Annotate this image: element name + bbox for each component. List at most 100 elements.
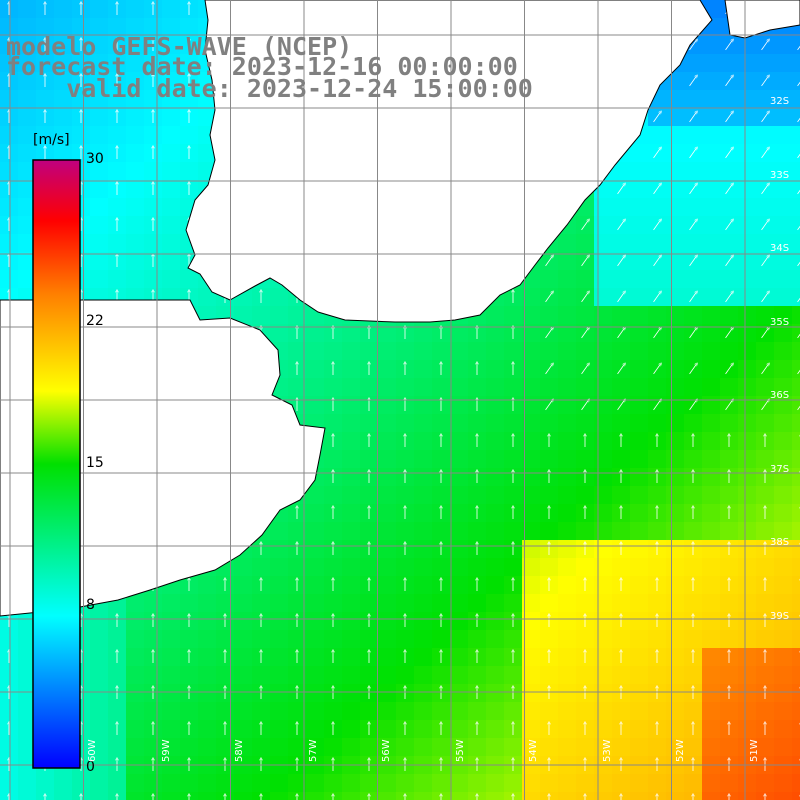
wind-arrow — [653, 292, 661, 303]
speed-cell — [576, 522, 594, 540]
speed-cell — [630, 738, 648, 756]
speed-cell — [180, 162, 198, 180]
speed-cell — [54, 90, 72, 108]
speed-cell — [126, 0, 144, 18]
speed-cell — [18, 72, 36, 90]
wind-arrow — [725, 220, 733, 231]
speed-cell — [684, 774, 702, 792]
speed-cell — [288, 342, 306, 360]
speed-cell — [360, 702, 378, 720]
speed-cell — [72, 54, 90, 72]
colorbar-tick-label: 0 — [86, 759, 95, 775]
speed-cell — [396, 414, 414, 432]
speed-cell — [594, 360, 612, 378]
speed-cell — [774, 180, 792, 198]
speed-cell — [702, 180, 720, 198]
speed-cell — [288, 738, 306, 756]
speed-cell — [126, 180, 144, 198]
speed-cell — [360, 414, 378, 432]
speed-cell — [468, 630, 486, 648]
speed-cell — [792, 72, 800, 90]
speed-cell — [486, 738, 504, 756]
speed-cell — [198, 666, 216, 684]
speed-cell — [198, 774, 216, 792]
speed-cell — [774, 450, 792, 468]
speed-cell — [576, 702, 594, 720]
speed-cell — [270, 720, 288, 738]
speed-cell — [144, 702, 162, 720]
speed-cell — [450, 486, 468, 504]
speed-cell — [558, 666, 576, 684]
latitude-label: 38S — [770, 537, 790, 548]
speed-cell — [504, 450, 522, 468]
speed-cell — [396, 522, 414, 540]
speed-cell — [18, 54, 36, 72]
speed-cell — [414, 432, 432, 450]
speed-cell — [504, 378, 522, 396]
speed-cell — [702, 54, 720, 72]
speed-cell — [630, 288, 648, 306]
speed-cell — [162, 0, 180, 18]
speed-cell — [306, 360, 324, 378]
speed-cell — [18, 252, 36, 270]
speed-cell — [90, 108, 108, 126]
speed-cell — [648, 378, 666, 396]
speed-cell — [558, 450, 576, 468]
wind-arrow — [797, 333, 800, 339]
speed-cell — [594, 576, 612, 594]
speed-cell — [774, 198, 792, 216]
speed-cell — [450, 504, 468, 522]
wind-arrow — [797, 117, 800, 123]
speed-cell — [666, 738, 684, 756]
speed-cell — [738, 630, 756, 648]
land-mass — [0, 0, 800, 617]
speed-cell — [702, 432, 720, 450]
speed-cell — [414, 450, 432, 468]
speed-cell — [450, 342, 468, 360]
wind-arrow — [797, 261, 800, 267]
speed-cell — [702, 450, 720, 468]
speed-cell — [126, 666, 144, 684]
speed-cell — [774, 630, 792, 648]
speed-cell — [324, 378, 342, 396]
wind-arrow — [689, 328, 697, 339]
speed-cell — [738, 720, 756, 738]
longitude-label: 60W — [87, 739, 98, 762]
speed-cell — [666, 324, 684, 342]
speed-cell — [720, 738, 738, 756]
speed-cell — [612, 162, 630, 180]
speed-cell — [378, 774, 396, 792]
speed-cell — [360, 630, 378, 648]
speed-cell — [756, 522, 774, 540]
speed-cell — [540, 594, 558, 612]
speed-cell — [108, 738, 126, 756]
speed-cell — [270, 630, 288, 648]
speed-cell — [360, 666, 378, 684]
speed-cell — [648, 198, 666, 216]
speed-cell — [540, 774, 558, 792]
speed-cell — [630, 504, 648, 522]
speed-cell — [612, 414, 630, 432]
speed-cell — [594, 288, 612, 306]
latitude-label: 33S — [770, 169, 790, 181]
speed-cell — [522, 324, 540, 342]
longitude-label: 55W — [454, 739, 466, 762]
speed-cell — [792, 36, 800, 54]
longitude-label: 54W — [528, 739, 539, 762]
speed-cell — [396, 630, 414, 648]
speed-cell — [630, 144, 648, 162]
speed-cell — [702, 648, 720, 666]
speed-cell — [792, 396, 800, 414]
speed-cell — [558, 306, 576, 324]
colorbar — [32, 159, 81, 769]
speed-cell — [738, 72, 756, 90]
speed-cell — [432, 378, 450, 396]
wind-arrow — [689, 256, 697, 267]
speed-cell — [738, 378, 756, 396]
wind-arrow — [797, 153, 800, 159]
speed-cell — [198, 702, 216, 720]
speed-cell — [342, 702, 360, 720]
speed-cell — [450, 630, 468, 648]
speed-cell — [126, 774, 144, 792]
speed-cell — [414, 396, 432, 414]
